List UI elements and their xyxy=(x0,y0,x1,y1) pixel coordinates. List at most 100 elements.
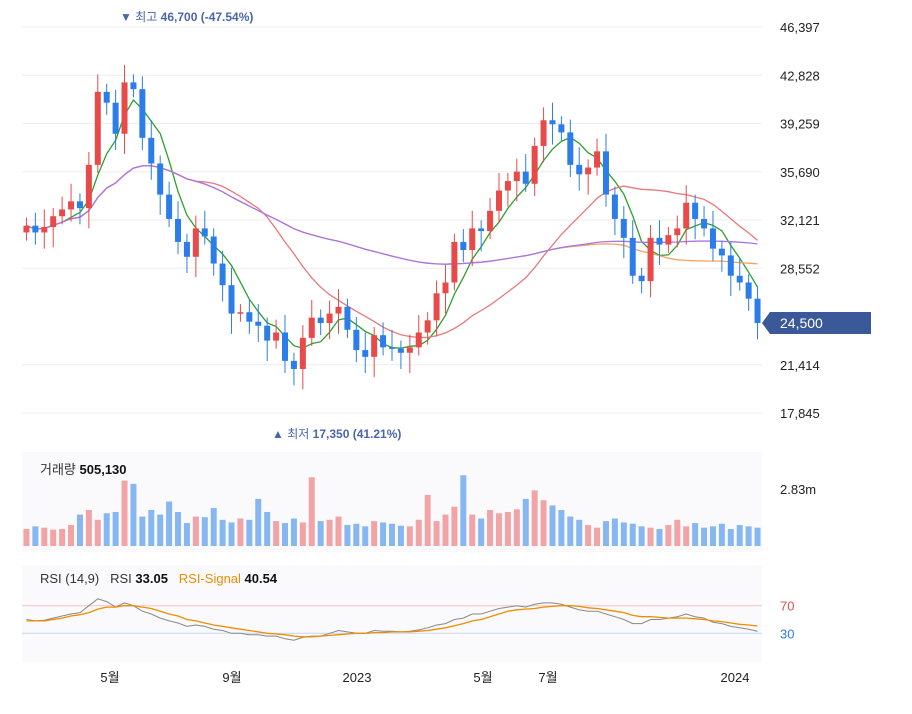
max-price-marker: ▼ 최고 46,700 (-47.54%) xyxy=(120,10,254,24)
candle-body xyxy=(522,171,529,184)
volume-bar xyxy=(495,513,502,546)
volume-bar xyxy=(611,518,618,546)
candle-body xyxy=(576,164,583,175)
volume-bar xyxy=(397,525,404,546)
volume-bar xyxy=(736,525,743,546)
candle-body xyxy=(166,194,173,219)
candle-body xyxy=(326,313,333,324)
volume-bar xyxy=(594,527,601,546)
candle-body xyxy=(23,225,30,233)
volume-bar xyxy=(94,519,101,546)
price-tick-label: 46,397 xyxy=(780,20,820,35)
candle-body xyxy=(237,312,244,314)
candle-body xyxy=(701,218,708,229)
candle-body xyxy=(451,241,458,283)
candle-body xyxy=(380,335,387,348)
volume-bar xyxy=(273,521,280,546)
candle-body xyxy=(121,82,128,134)
volume-bar xyxy=(148,510,155,546)
volume-bar xyxy=(504,511,511,546)
rsi-params: RSI (14,9) xyxy=(40,571,100,586)
volume-bar xyxy=(282,523,289,546)
candle-body xyxy=(424,320,431,333)
volume-bar xyxy=(745,526,752,546)
candle-body xyxy=(389,347,395,349)
volume-bar xyxy=(41,527,48,546)
volume-axis-label: 2.83m xyxy=(780,482,816,497)
volume-bar xyxy=(317,521,324,546)
candle-body xyxy=(344,306,351,330)
volume-bar xyxy=(264,511,271,546)
volume-bar xyxy=(433,521,440,546)
candle-body xyxy=(602,151,609,195)
candle-body xyxy=(638,275,645,282)
min-price-marker: ▲ 최저 17,350 (41.21%) xyxy=(272,427,402,441)
price-tick-label: 42,828 xyxy=(780,68,820,83)
volume-bar xyxy=(531,490,538,546)
volume-bar xyxy=(442,514,449,546)
volume-bar xyxy=(638,526,645,546)
volume-bar xyxy=(683,526,690,546)
candle-body xyxy=(585,167,592,175)
volume-bar xyxy=(380,522,387,546)
volume-bar xyxy=(130,483,137,546)
price-tick-label: 28,552 xyxy=(780,261,820,276)
volume-bar xyxy=(76,514,83,546)
candle-body xyxy=(41,227,48,233)
candle-body xyxy=(264,325,271,341)
candle-body xyxy=(210,236,217,264)
x-axis-label: 5월 xyxy=(473,670,492,685)
volume-bar xyxy=(299,522,306,546)
rsi-panel xyxy=(22,565,762,662)
volume-bar xyxy=(50,529,57,546)
candle-body xyxy=(273,332,280,341)
candle-body xyxy=(656,237,663,245)
volume-bar xyxy=(460,475,467,546)
candle-body xyxy=(50,216,57,228)
candle-body xyxy=(157,163,164,195)
candle-body xyxy=(495,190,502,211)
candle-body xyxy=(112,102,119,134)
candle-body xyxy=(317,317,324,324)
volume-bar xyxy=(674,519,681,546)
candle-body xyxy=(709,228,716,249)
candle-body xyxy=(540,120,547,146)
volume-bar xyxy=(656,528,663,546)
candle-body xyxy=(32,225,39,233)
volume-bar xyxy=(326,519,333,546)
candle-body xyxy=(228,285,235,314)
volume-bar xyxy=(121,480,128,546)
candle-body xyxy=(94,91,101,165)
rsi-level-30-label: 30 xyxy=(780,626,794,641)
volume-bar xyxy=(709,526,716,546)
volume-bar xyxy=(183,523,190,546)
candle-body xyxy=(335,306,342,314)
candle-body xyxy=(754,298,761,324)
volume-bar xyxy=(228,522,235,546)
volume-bar xyxy=(23,528,30,546)
candle-body xyxy=(68,201,75,210)
x-axis-label: 2024 xyxy=(721,670,750,685)
volume-bar xyxy=(567,516,574,546)
rsi-signal-line xyxy=(26,605,758,638)
candle-body xyxy=(665,235,672,245)
volume-bar xyxy=(210,508,217,546)
rsi-label: RSI xyxy=(110,571,132,586)
volume-bar xyxy=(112,511,119,546)
volume-bar xyxy=(192,516,199,546)
candle-body xyxy=(647,237,654,282)
candle-body xyxy=(353,329,360,351)
candle-body xyxy=(397,348,404,353)
volume-bar xyxy=(692,523,699,546)
volume-bar xyxy=(415,519,422,546)
volume-bar xyxy=(665,525,672,546)
price-tick-label: 39,259 xyxy=(780,117,820,132)
candle-body xyxy=(415,332,422,348)
volume-bar xyxy=(727,528,734,546)
volume-bar xyxy=(620,522,627,546)
candle-body xyxy=(299,337,306,369)
volume-bar xyxy=(362,526,369,546)
price-tick-label: 35,690 xyxy=(780,165,820,180)
candle-body xyxy=(692,202,699,219)
